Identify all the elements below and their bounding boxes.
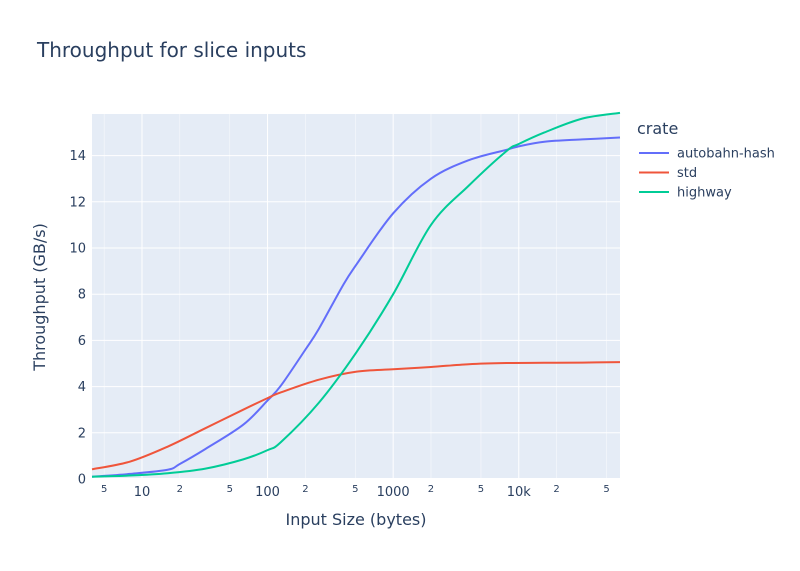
x-tick-label: 100 (255, 485, 280, 500)
x-axis-title: Input Size (bytes) (285, 510, 426, 529)
y-axis-title: Throughput (GB/s) (30, 223, 49, 372)
legend-label-autobahn-hash: autobahn-hash (677, 147, 775, 162)
x-minor-tick-label: 5 (101, 484, 107, 495)
y-tick-labels: 0 2 4 6 8 10 12 14 (69, 149, 86, 487)
series-line-autobahn-hash (91, 136, 621, 478)
y-tick-label: 8 (78, 288, 86, 303)
x-minor-tick-label: 5 (603, 484, 609, 495)
series-line-std (91, 361, 621, 471)
legend-label-highway: highway (677, 186, 732, 201)
y-tick-label: 0 (78, 473, 86, 488)
y-tick-label: 12 (69, 195, 86, 210)
y-tick-label: 2 (78, 426, 86, 441)
legend-items: autobahn-hash std highway (639, 147, 775, 201)
legend: crate autobahn-hash std highway (637, 119, 775, 201)
x-minor-tick-label: 5 (352, 484, 358, 495)
y-tick-label: 4 (78, 380, 86, 395)
x-tick-labels: 10 100 1000 10k 5 2 5 2 5 2 5 2 5 (101, 484, 610, 500)
series-lines (91, 111, 621, 478)
x-tick-label: 1000 (377, 485, 410, 500)
chart-title: Throughput for slice inputs (36, 38, 306, 62)
x-minor-tick-label: 2 (177, 484, 183, 495)
series-line-highway (91, 111, 621, 478)
x-minor-tick-label: 2 (428, 484, 434, 495)
x-minor-tick-label: 5 (227, 484, 233, 495)
x-tick-label: 10 (134, 485, 151, 500)
y-tick-label: 10 (69, 241, 86, 256)
legend-title: crate (637, 119, 678, 138)
plot-area (92, 114, 620, 479)
x-minor-tick-label: 2 (302, 484, 308, 495)
legend-label-std: std (677, 166, 697, 181)
grid (92, 114, 620, 480)
x-minor-tick-label: 5 (478, 484, 484, 495)
x-minor-tick-label: 2 (553, 484, 559, 495)
y-tick-label: 14 (69, 149, 86, 164)
y-tick-label: 6 (78, 334, 86, 349)
x-tick-label: 10k (507, 485, 532, 500)
